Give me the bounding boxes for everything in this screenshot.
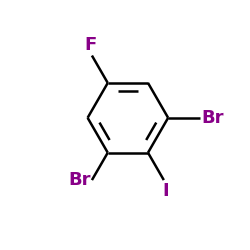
Text: Br: Br — [68, 171, 90, 189]
Text: I: I — [162, 182, 168, 200]
Text: F: F — [84, 36, 96, 54]
Text: Br: Br — [201, 109, 224, 127]
